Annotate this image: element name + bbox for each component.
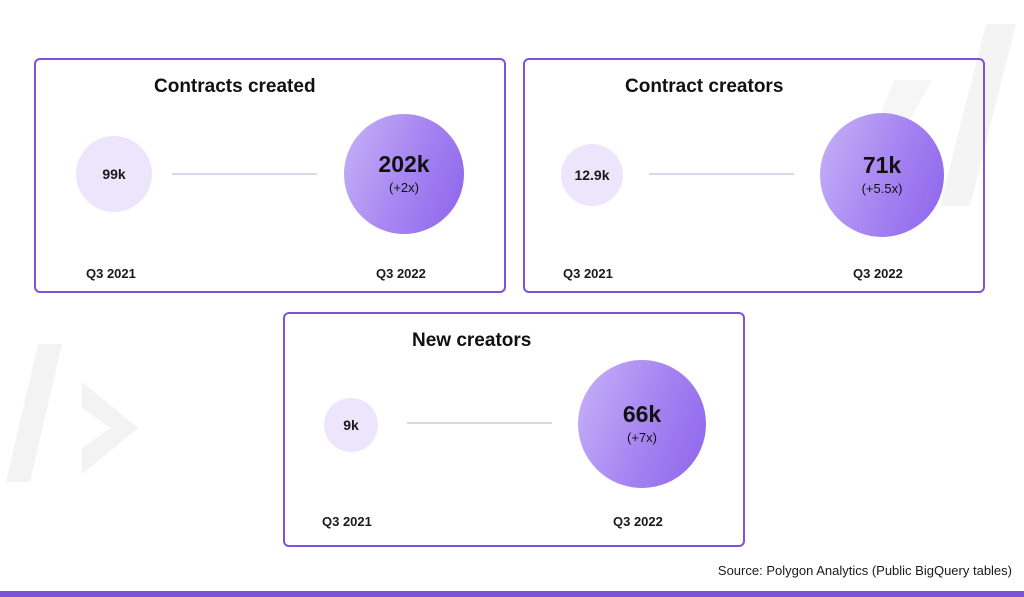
period-label-q3-2021: Q3 2021 — [563, 266, 613, 281]
period-label-q3-2021: Q3 2021 — [322, 514, 372, 529]
connector-line — [172, 173, 317, 175]
bubble-change: (+5.5x) — [861, 181, 903, 196]
panel-title: Contract creators — [625, 76, 784, 97]
bubble-q3-2021: 99k — [76, 136, 152, 212]
bubble-value: 202k — [378, 151, 430, 177]
bubble-q3-2022: 202k (+2x) — [344, 114, 464, 234]
connector-line — [649, 173, 794, 175]
bubble-change: (+2x) — [389, 180, 419, 195]
bubble-value: 9k — [343, 417, 359, 433]
bubble-q3-2021: 12.9k — [561, 144, 623, 206]
bubble-q3-2022: 71k (+5.5x) — [820, 113, 944, 237]
period-label-q3-2021: Q3 2021 — [86, 266, 136, 281]
bubble-value: 66k — [622, 401, 662, 427]
period-label-q3-2022: Q3 2022 — [613, 514, 663, 529]
bubble-value: 99k — [102, 166, 126, 182]
connector-line — [407, 422, 552, 424]
period-label-q3-2022: Q3 2022 — [376, 266, 426, 281]
period-label-q3-2022: Q3 2022 — [853, 266, 903, 281]
slash-chevron-decoration-left — [6, 344, 138, 482]
panel-contracts-created: Contracts created 99k 202k (+2x) Q3 2021… — [34, 58, 506, 293]
bubble-value: 71k — [862, 152, 902, 178]
panel-new-creators: New creators 9k 66k (+7x) Q3 2021 Q3 202… — [283, 312, 745, 547]
panel-title: New creators — [412, 330, 532, 351]
bubble-change: (+7x) — [627, 430, 657, 445]
source-note: Source: Polygon Analytics (Public BigQue… — [717, 563, 1012, 578]
bottom-accent-bar — [0, 591, 1024, 597]
panel-contract-creators: Contract creators 12.9k 71k (+5.5x) Q3 2… — [523, 58, 985, 293]
bubble-q3-2021: 9k — [324, 398, 378, 452]
panel-title: Contracts created — [154, 76, 316, 97]
bubble-q3-2022: 66k (+7x) — [578, 360, 706, 488]
bubble-value: 12.9k — [574, 167, 610, 183]
